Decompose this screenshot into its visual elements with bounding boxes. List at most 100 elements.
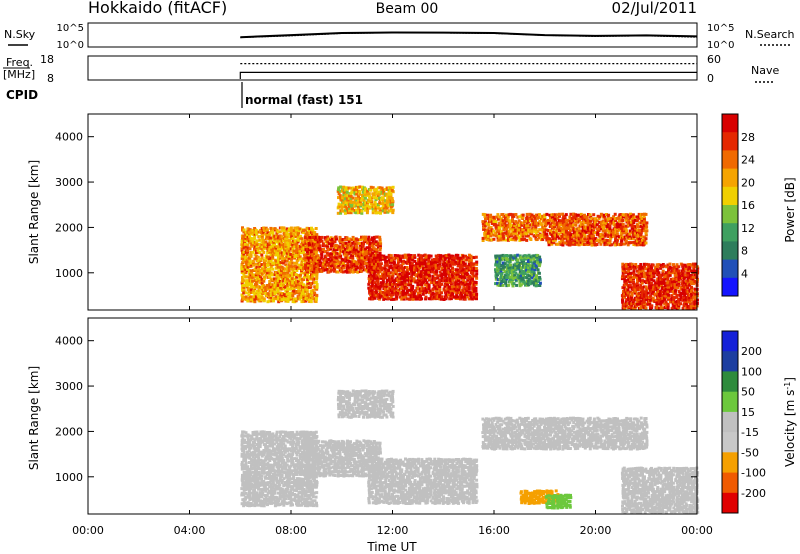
- heatmap-cell: [509, 268, 513, 272]
- heatmap-cell: [498, 235, 501, 239]
- heatmap-cell: [546, 237, 550, 241]
- heatmap-cell: [422, 277, 425, 281]
- heatmap-cell: [673, 273, 677, 277]
- heatmap-cell: [303, 236, 307, 240]
- heatmap-cell: [376, 272, 380, 276]
- heatmap-cell: [579, 224, 583, 228]
- heatmap-cell: [661, 306, 664, 310]
- heatmap-cell: [367, 274, 371, 278]
- colorbar-block: [722, 241, 738, 261]
- heatmap-cell: [562, 219, 566, 223]
- heatmap-cell: [505, 234, 509, 238]
- heatmap-cell: [614, 232, 618, 236]
- heatmap-cell: [420, 289, 424, 293]
- heatmap-cell: [260, 238, 264, 242]
- heatmap-cell: [295, 275, 299, 279]
- heatmap-cell: [291, 279, 295, 283]
- heatmap-cell: [624, 224, 628, 228]
- heatmap-cell: [522, 264, 525, 268]
- heatmap-cell: [387, 282, 391, 286]
- heatmap-cell: [402, 289, 405, 292]
- heatmap-cell: [278, 279, 282, 283]
- heatmap-cell: [332, 259, 336, 263]
- heatmap-cell: [580, 238, 584, 242]
- heatmap-cell: [370, 260, 374, 264]
- heatmap-cell: [410, 266, 414, 270]
- heatmap-cell: [655, 302, 659, 306]
- heatmap-cell: [412, 295, 416, 299]
- heatmap-cell: [675, 283, 679, 287]
- heatmap-cell: [389, 209, 393, 213]
- heatmap-cell: [630, 295, 633, 299]
- heatmap-cell: [649, 281, 653, 285]
- heatmap-cell: [414, 273, 418, 277]
- heatmap-cell: [269, 238, 273, 242]
- heatmap-cell: [526, 264, 530, 268]
- heatmap-cell: [602, 213, 606, 217]
- heatmap-cell: [594, 217, 598, 221]
- heatmap-cell: [402, 297, 406, 301]
- heatmap-cell: [313, 260, 317, 263]
- heatmap-cell: [541, 217, 545, 221]
- heatmap-cell: [387, 288, 391, 292]
- heatmap-cell: [345, 252, 349, 256]
- heatmap-cell: [260, 263, 264, 267]
- heatmap-cell: [295, 269, 299, 272]
- heatmap-cell: [269, 295, 273, 299]
- heatmap-cell: [452, 260, 456, 264]
- heatmap-cell: [485, 238, 489, 241]
- heatmap-cell: [475, 272, 479, 276]
- heatmap-cell: [529, 268, 533, 272]
- heatmap-cell: [636, 241, 640, 245]
- heatmap-cell: [456, 285, 460, 288]
- heatmap-cell: [251, 285, 255, 288]
- heatmap-cell: [415, 262, 418, 266]
- heatmap-cell: [593, 221, 597, 225]
- heatmap-cell: [255, 297, 258, 301]
- heatmap-cell: [262, 279, 266, 283]
- heatmap-cell: [648, 273, 652, 277]
- heatmap-cell: [639, 239, 643, 242]
- heatmap-cell: [387, 269, 391, 272]
- heatmap-cell: [544, 223, 548, 227]
- heatmap-cell: [632, 264, 636, 268]
- heatmap-cell: [550, 232, 554, 236]
- heatmap-cell: [260, 281, 264, 285]
- heatmap-cell: [527, 266, 531, 269]
- colorbar-tick-label: 20: [741, 176, 755, 189]
- heatmap-cell: [552, 230, 556, 234]
- heatmap-cell: [340, 260, 344, 264]
- heatmap-cell: [269, 287, 273, 291]
- heatmap-cell: [487, 223, 491, 227]
- freq-tick-bottom: 8: [47, 72, 54, 85]
- heatmap-cell: [300, 281, 304, 285]
- heatmap-cell: [340, 198, 344, 202]
- heatmap-cell: [349, 250, 353, 254]
- heatmap-cell: [302, 243, 306, 247]
- heatmap-cell: [587, 213, 590, 216]
- heatmap-cell: [650, 266, 654, 270]
- heatmap-cell: [529, 258, 533, 262]
- heatmap-cell: [358, 254, 362, 258]
- heatmap-cell: [632, 269, 636, 273]
- heatmap-cell: [436, 274, 440, 278]
- heatmap-cell: [627, 263, 631, 267]
- heatmap-cell: [456, 253, 460, 257]
- heatmap-cell: [500, 272, 504, 275]
- heatmap-cell: [362, 242, 366, 246]
- heatmap-cell: [675, 263, 679, 267]
- heatmap-cell: [291, 265, 295, 269]
- heatmap-cell: [244, 275, 248, 279]
- heatmap-cell: [512, 238, 516, 242]
- heatmap-cell: [285, 235, 289, 239]
- heatmap-cell: [244, 235, 248, 239]
- heatmap-cell: [530, 213, 534, 217]
- heatmap-cell: [416, 283, 420, 286]
- heatmap-cell: [353, 203, 357, 207]
- heatmap-cell: [583, 225, 587, 229]
- heatmap-cell: [465, 256, 469, 260]
- heatmap-cell: [288, 280, 291, 284]
- heatmap-cell: [624, 271, 628, 275]
- heatmap-cell: [592, 241, 596, 245]
- heatmap-cell: [295, 297, 298, 301]
